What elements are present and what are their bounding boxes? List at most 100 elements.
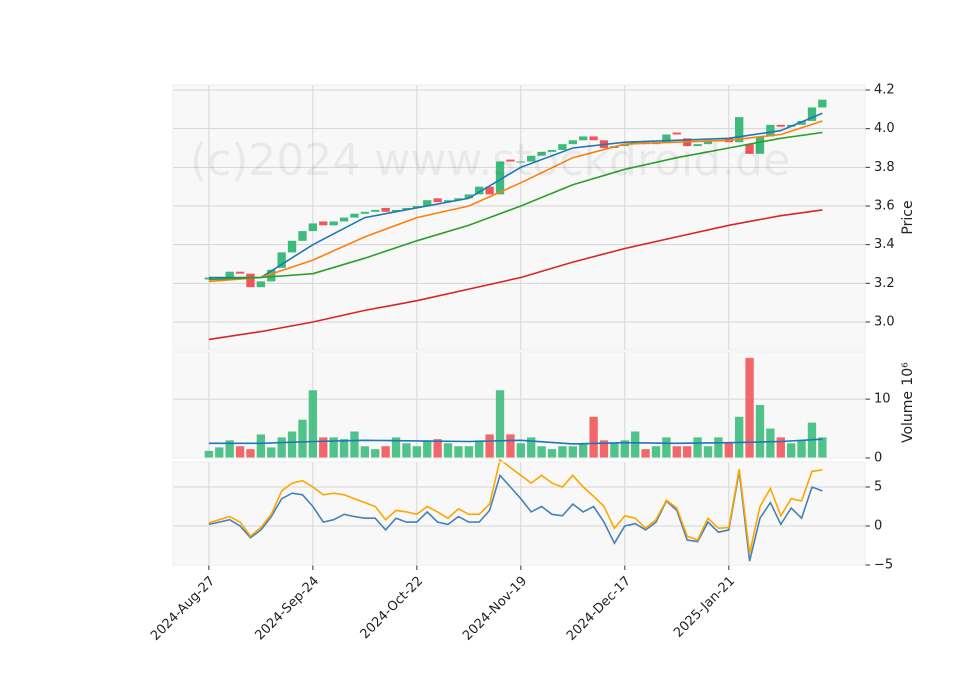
volume-bar (371, 449, 380, 458)
candle-body (735, 117, 744, 143)
volume-bar (537, 446, 546, 458)
volume-bar (443, 443, 453, 458)
volume-bar (454, 446, 463, 458)
volume-bar (631, 431, 640, 458)
x-tick-label: 2024-Nov-19 (460, 574, 530, 644)
candle-body (755, 136, 765, 154)
candle-body (423, 200, 432, 206)
volume-bar (350, 431, 359, 458)
volume-bar (204, 450, 214, 458)
candle-body (443, 200, 453, 203)
volume-bar (516, 443, 525, 458)
candle-body (256, 281, 266, 288)
candle-body (495, 161, 505, 195)
y-tick-label: 4.0 (874, 121, 895, 136)
volume-bar (735, 416, 744, 458)
candle-body (620, 144, 629, 147)
volume-bar (485, 434, 494, 458)
volume-bar (506, 434, 515, 458)
volume-bar (277, 437, 286, 458)
candle-body (464, 194, 473, 199)
volume-bar (662, 437, 671, 458)
axis-scale-label: 10⁶ (900, 362, 916, 386)
volume-bar (433, 439, 442, 458)
volume-bar (339, 439, 349, 458)
series-line (208, 458, 823, 554)
y-tick-label: 3.2 (874, 276, 895, 291)
y-tick-label: 3.8 (874, 160, 895, 175)
candle-body (703, 140, 713, 145)
volume-bar (703, 446, 713, 458)
candle-body (527, 155, 536, 162)
candle-body (298, 231, 307, 241)
x-tick-label: 2024-Sep-24 (252, 574, 322, 644)
volume-bar (402, 443, 411, 458)
x-tick-label: 2024-Aug-27 (148, 574, 218, 644)
volume-bar (246, 449, 255, 458)
candle-body (267, 269, 276, 282)
volume-bar (599, 440, 609, 458)
volume-bar (818, 437, 827, 458)
candle-body (371, 209, 380, 212)
candle-body (308, 223, 318, 232)
volume-bar (610, 443, 619, 458)
volume-bar (579, 443, 588, 458)
candle-body (745, 144, 754, 154)
y-tick-label: 3.0 (874, 314, 895, 329)
candle-body (516, 161, 525, 163)
volume-bar (319, 437, 328, 458)
volume-bar (745, 357, 754, 458)
volume-bar (776, 437, 785, 458)
panel-frame (172, 84, 866, 351)
volume-bar (256, 434, 266, 458)
candle-body (537, 151, 546, 156)
volume-bar (755, 405, 765, 458)
y-axis-label: Price (900, 200, 916, 234)
candle-body (797, 120, 806, 125)
candle-body (579, 136, 588, 141)
volume-bar (714, 437, 723, 458)
panel-frame (172, 351, 866, 459)
panel-frame (172, 461, 866, 566)
series-line (208, 120, 823, 283)
volume-bar (298, 419, 307, 458)
candle-body (319, 221, 328, 226)
candle-body (662, 134, 671, 143)
volume-bar (651, 446, 661, 458)
volume-bar (641, 449, 650, 458)
y-tick-label: 10 (874, 392, 891, 407)
candle-body (693, 144, 702, 147)
candle-body (225, 271, 234, 278)
series-line (208, 471, 823, 562)
candle-body (360, 211, 370, 214)
candle-body (402, 207, 411, 210)
candle-body (776, 124, 785, 127)
series-line (208, 112, 823, 279)
volume-bar (464, 446, 473, 458)
candle-body (807, 107, 817, 121)
candle-body (568, 140, 577, 145)
volume-bar (235, 446, 245, 458)
volume-bar (672, 446, 681, 458)
series-line (208, 438, 823, 445)
y-tick-label: −5 (874, 558, 893, 573)
y-tick-label: 3.4 (874, 237, 895, 252)
candle-body (246, 273, 255, 288)
candle-body (381, 207, 390, 212)
x-tick-label: 2025-Jan-21 (671, 574, 738, 641)
candle-body (339, 217, 349, 222)
volume-bar (589, 416, 598, 458)
volume-bar (287, 431, 297, 458)
y-tick-label: 4.2 (874, 83, 895, 98)
y-tick-label: 3.6 (874, 198, 895, 213)
candle-body (506, 159, 515, 162)
candle-body (589, 136, 598, 141)
volume-bar (766, 428, 775, 458)
candle-body (235, 271, 245, 274)
watermark: (c)2024 www.stockdroid.de (190, 135, 790, 186)
candle-body (672, 132, 681, 135)
series-line (208, 209, 823, 341)
volume-bar (329, 437, 338, 458)
candle-body (766, 124, 775, 137)
